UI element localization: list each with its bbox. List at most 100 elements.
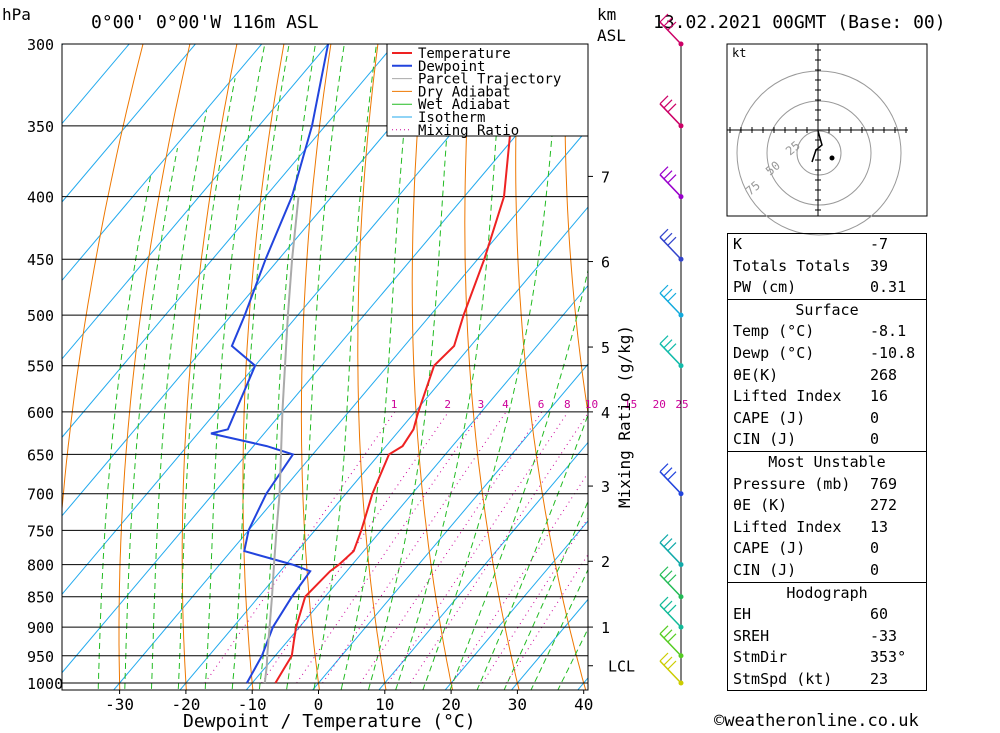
mixing-ratio-label: 4 (502, 398, 509, 411)
mixing-ratio-label: 25 (675, 398, 688, 411)
y-tick-label: 750 (27, 522, 54, 540)
mixing-ratio-label: 2 (444, 398, 451, 411)
mixing-ratio-label: 1 (391, 398, 398, 411)
hodograph-ring (736, 70, 902, 236)
stat-label: Dewp (°C) (733, 343, 815, 362)
dry-adiabat-line (982, 7, 1000, 709)
isotherm-line (311, 363, 588, 690)
stat-row: Lifted Index 16 (728, 386, 926, 408)
dry-adiabat-line (181, 44, 238, 690)
mixing-ratio-line (506, 553, 588, 684)
hodograph-unit-label: kt (732, 46, 746, 60)
stat-value: -7 (870, 235, 889, 253)
stat-row: θE(K) 268 (728, 365, 926, 387)
stat-value: 16 (870, 387, 889, 406)
stat-row: CAPE (J) 0 (728, 408, 926, 430)
wet-adiabat-line (150, 110, 208, 690)
stat-value: -10.8 (870, 343, 916, 362)
wind-barb (659, 463, 684, 497)
mixing-ratio-label: 3 (478, 398, 485, 411)
stat-row: PW (cm) 0.31 (728, 277, 926, 299)
dry-adiabat-line (357, 44, 387, 690)
legend-label: Mixing Ratio (418, 123, 519, 139)
y-tick-label: 900 (27, 619, 54, 637)
y-unit-label: hPa (2, 5, 31, 24)
isotherm-line (113, 127, 588, 690)
km-tick-label: 5 (601, 339, 610, 357)
stat-value: 353° (870, 648, 907, 667)
dry-adiabat-line (936, 7, 1000, 709)
dry-adiabat-line (118, 44, 191, 690)
stat-value: -33 (870, 626, 898, 645)
stat-value: 39 (870, 256, 889, 275)
site-credit: ©weatheronline.co.uk (714, 711, 919, 731)
wet-adiabat-line (97, 176, 151, 690)
stat-value: 0 (870, 430, 880, 449)
dry-adiabat-line (242, 44, 285, 690)
mixing-ratio-line (359, 411, 543, 684)
storm-motion-marker (829, 155, 835, 161)
km-tick-label: LCL (608, 658, 635, 676)
indices-box: K -7 Totals Totals 39 PW (cm) 0.31 (727, 233, 927, 300)
isotherm-line (62, 44, 329, 360)
stat-value: 60 (870, 605, 889, 624)
x-axis-label: Dewpoint / Temperature (°C) (183, 711, 476, 732)
stat-label: Totals Totals (733, 256, 851, 275)
stat-label: EH (733, 605, 752, 624)
wind-barb (659, 284, 684, 318)
stat-row: Lifted Index 13 (728, 517, 926, 539)
hodograph-ring (796, 130, 842, 176)
stat-row: CAPE (J) 0 (728, 538, 926, 560)
wind-barb (659, 335, 684, 369)
wet-adiabat-line (422, 44, 560, 690)
legend-label: Dry Adiabat (418, 84, 511, 100)
x-tick-label: 30 (508, 695, 527, 714)
y-tick-label: 300 (27, 36, 54, 54)
mixing-ratio-line (387, 411, 569, 684)
y-tick-label: 500 (27, 307, 54, 325)
legend-label: Wet Adiabat (418, 97, 511, 113)
mixing-ratio-line (451, 472, 588, 684)
wet-adiabat-line (313, 44, 378, 690)
y-tick-label: 550 (27, 358, 54, 376)
mixing-ratio-axis-label: Mixing Ratio (g/kg) (615, 325, 634, 508)
wind-barb (659, 566, 684, 600)
km-tick-label: 2 (601, 553, 610, 571)
stat-label: StmDir (733, 648, 788, 667)
y-tick-label: 800 (27, 557, 54, 575)
stat-label: K (733, 235, 743, 253)
stat-value: 0 (870, 408, 880, 427)
wind-barb (659, 228, 684, 262)
stat-value: 268 (870, 365, 898, 384)
stat-label: CIN (J) (733, 560, 797, 579)
stat-value: 769 (870, 474, 898, 493)
wind-barb (659, 534, 684, 568)
isotherm-line (62, 44, 396, 439)
wet-adiabat-line (367, 44, 456, 690)
km-tick-label: 4 (601, 404, 610, 422)
dewpoint-line (210, 44, 330, 684)
wet-adiabat-line (124, 148, 178, 690)
mixing-ratio-label: 8 (564, 398, 571, 411)
stability-indices-panel: K -7 Totals Totals 39 PW (cm) 0.31 Surface Te… (727, 233, 927, 692)
isotherm-line (179, 206, 588, 690)
stat-value: -8.1 (870, 322, 907, 341)
stat-label: Pressure (mb) (733, 474, 851, 493)
x-tick-label: 10 (375, 695, 394, 714)
surface-box: Surface Temp (°C) -8.1 Dewp (°C) -10.8 θE(K)… (727, 299, 927, 452)
km-unit-label: km (597, 5, 616, 24)
y-tick-label: 650 (27, 446, 54, 464)
wet-adiabat-line (395, 44, 504, 690)
wet-adiabat-line (476, 413, 588, 690)
stat-row: Pressure (mb) 769 (728, 474, 926, 496)
temperature-line (274, 44, 561, 684)
km-tick-label: 6 (601, 254, 610, 272)
mixing-ratio-line (296, 411, 483, 684)
parcel-trajectory-line (263, 196, 300, 684)
location-title: 0°00' 0°00'W 116m ASL (91, 12, 319, 33)
y-tick-label: 350 (27, 118, 54, 136)
datetime-title: 13.02.2021 00GMT (Base: 00) (653, 12, 946, 33)
